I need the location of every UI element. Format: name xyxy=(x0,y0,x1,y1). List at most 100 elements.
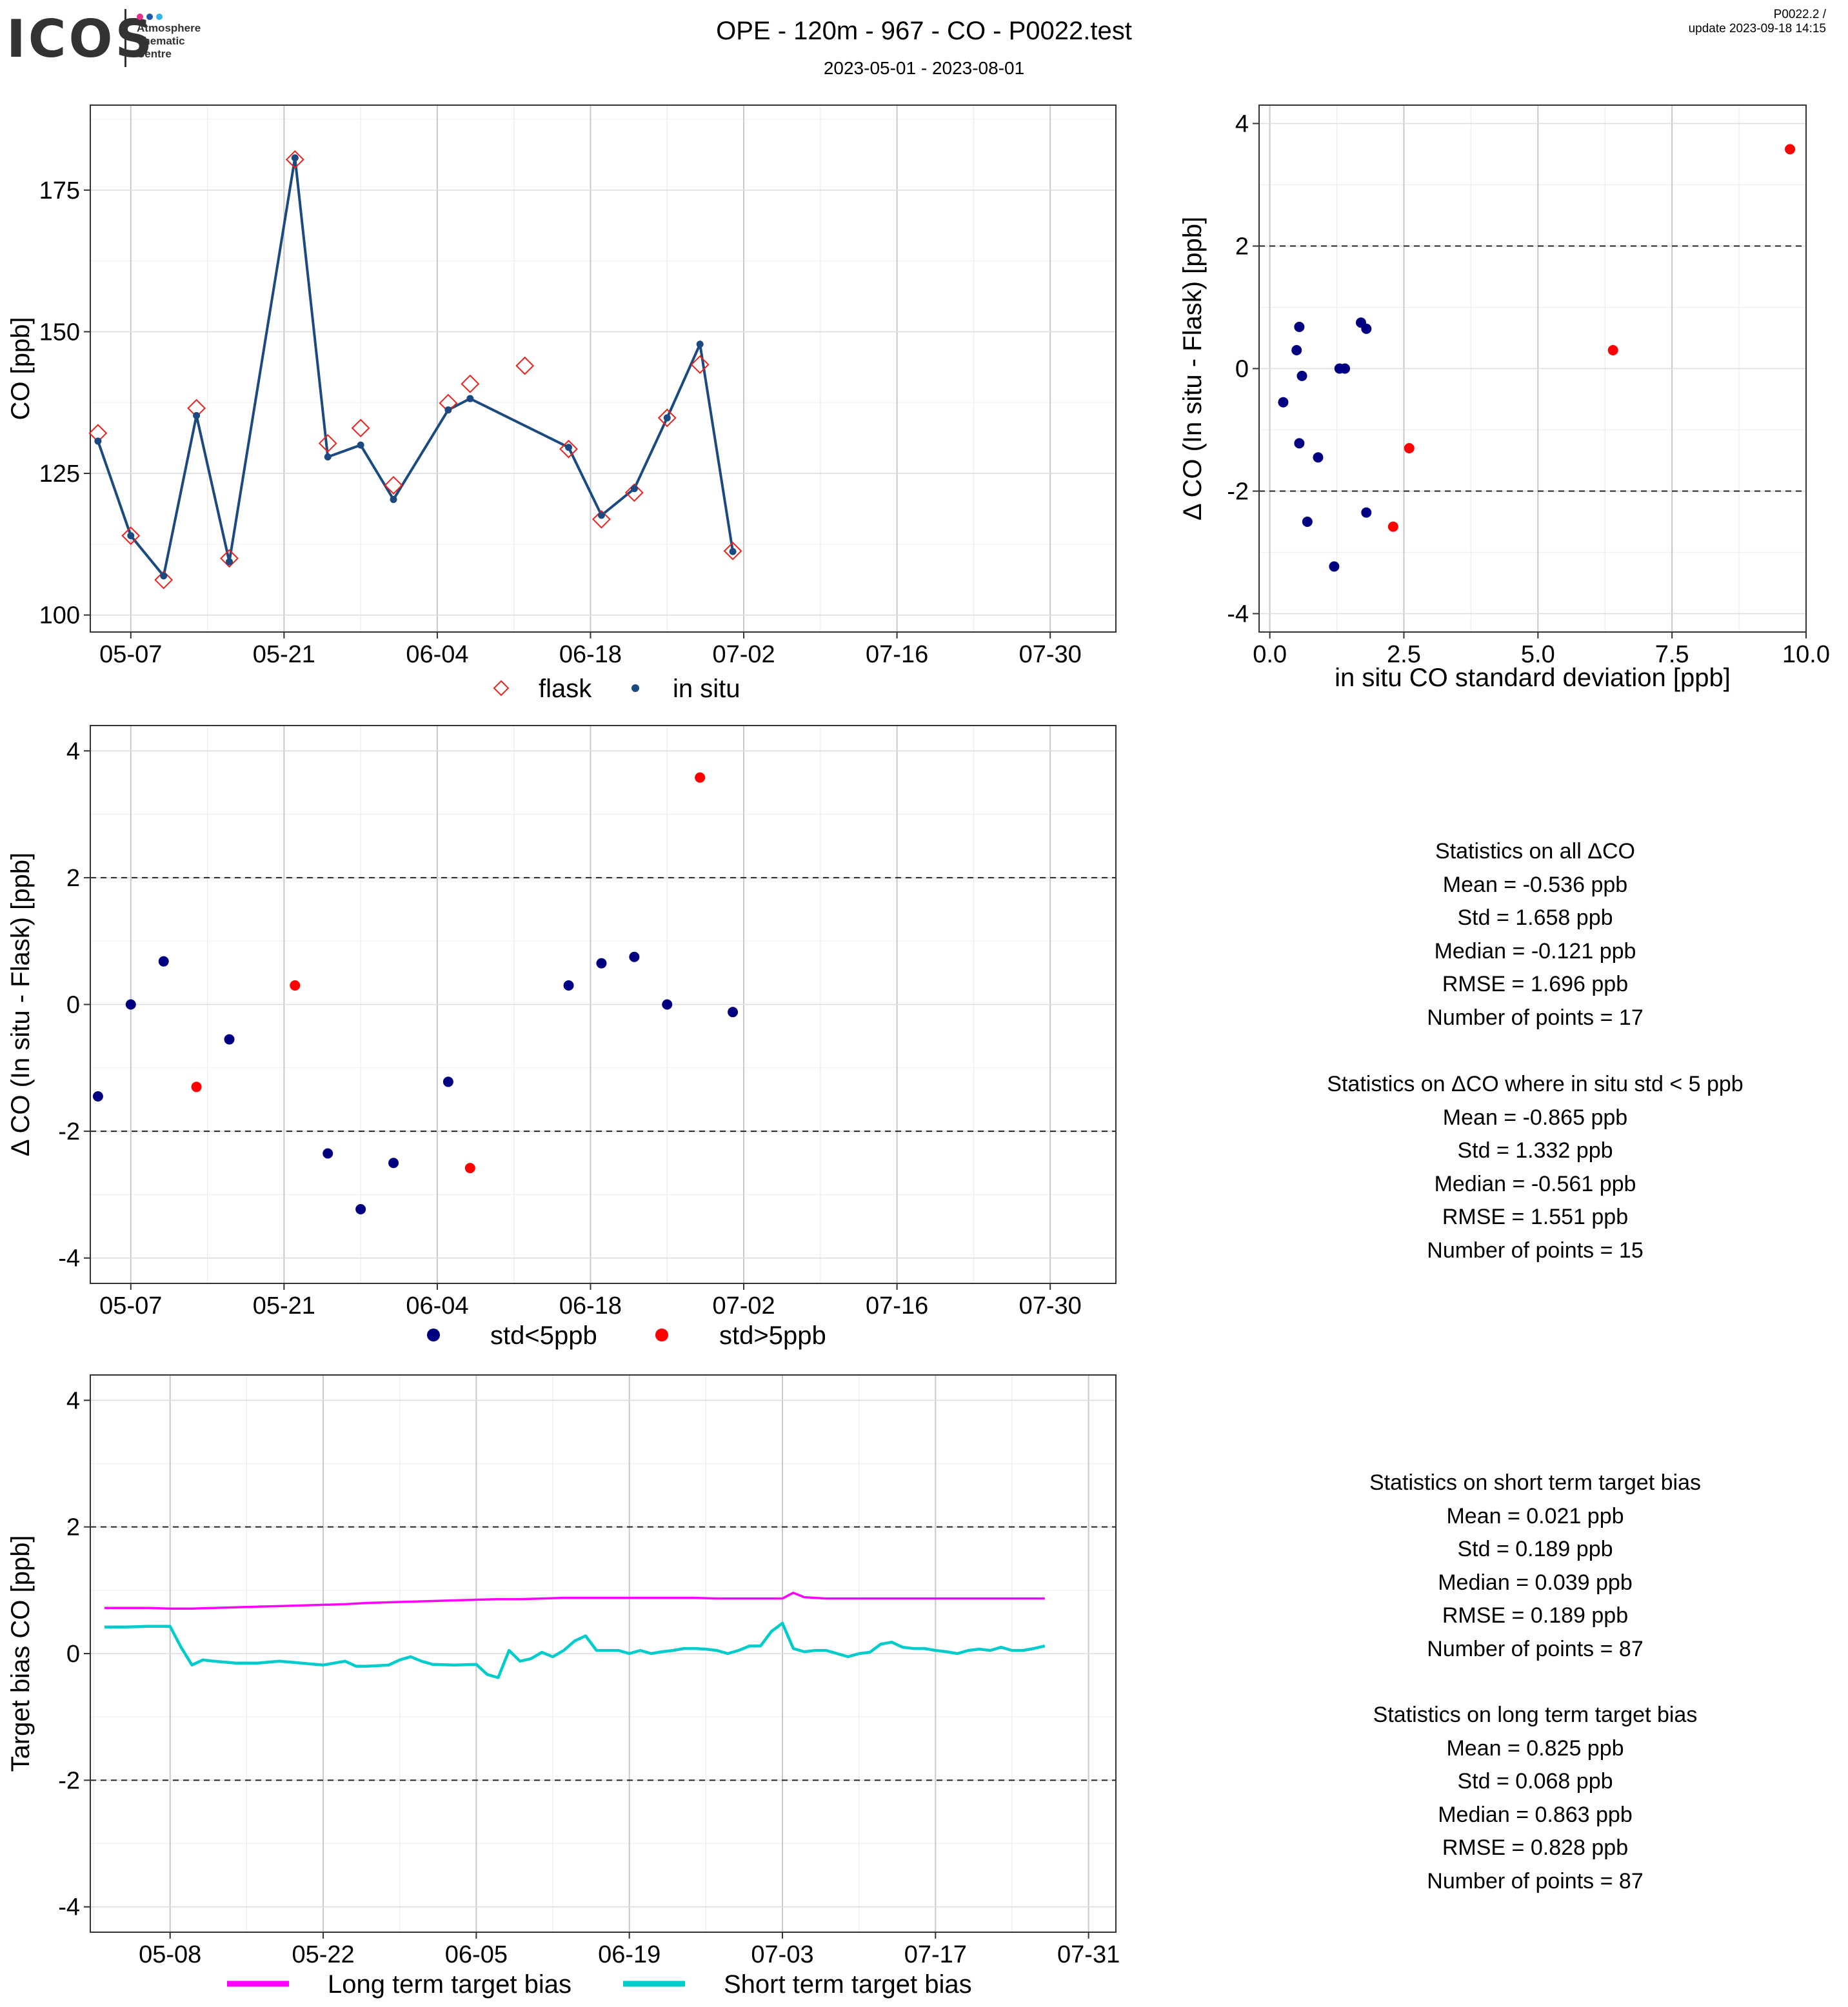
flask-point xyxy=(657,408,677,428)
high-std-point xyxy=(290,980,301,991)
flask-point xyxy=(220,549,239,568)
in-situ-point xyxy=(390,495,397,503)
y-tick-label: -2 xyxy=(1227,479,1249,506)
stats-line: Mean = 0.825 ppb xyxy=(1446,1735,1624,1761)
x-tick-label: 07-03 xyxy=(751,1941,813,1968)
flask-point xyxy=(351,419,370,438)
in-situ-point xyxy=(444,406,452,414)
x-tick-label: 7.5 xyxy=(1655,641,1689,668)
flask-point xyxy=(318,434,337,453)
y-tick-label: 4 xyxy=(66,1387,80,1414)
x-tick-label: 05-07 xyxy=(99,641,162,668)
logo-dot-blue xyxy=(146,14,153,20)
legend-low-std-marker xyxy=(427,1329,440,1341)
logo-separator xyxy=(124,9,126,67)
low-std-point xyxy=(563,980,574,991)
stats-line: Median = 0.863 ppb xyxy=(1438,1802,1633,1827)
flask-point xyxy=(154,570,174,589)
x-tick-label: 07-30 xyxy=(1019,1292,1082,1320)
y-tick-label: 2 xyxy=(66,865,80,892)
stats-line: Number of points = 17 xyxy=(1427,1005,1644,1030)
in-situ-point xyxy=(193,411,201,419)
legend-short-term-label: Short term target bias xyxy=(724,1970,972,1999)
in-situ-point xyxy=(291,154,299,162)
stats-title: Statistics on long term target bias xyxy=(1373,1703,1698,1727)
stats-line: Mean = -0.865 ppb xyxy=(1442,1105,1628,1130)
legend-high-std-label: std>5ppb xyxy=(719,1321,826,1350)
stats-line: Median = 0.039 ppb xyxy=(1438,1570,1633,1595)
y-tick-label: 0 xyxy=(1235,356,1249,383)
stats-line: Median = -0.561 ppb xyxy=(1434,1171,1636,1196)
legend-long-term-label: Long term target bias xyxy=(328,1970,571,1999)
low-std-point xyxy=(1294,438,1305,449)
low-std-point xyxy=(596,958,607,969)
co-plot-frame xyxy=(90,104,1117,633)
high-std-point xyxy=(1387,521,1398,532)
high-std-point xyxy=(1404,443,1415,453)
x-tick-label: 05-22 xyxy=(292,1941,354,1968)
stats-filtered-delta: Statistics on ΔCO where in situ std < 5 … xyxy=(1271,1068,1800,1267)
high-std-point xyxy=(464,1163,475,1174)
stats-line: Mean = 0.021 ppb xyxy=(1446,1503,1624,1528)
in-situ-point xyxy=(324,453,332,461)
y-tick-label: 2 xyxy=(66,1514,80,1541)
flask-point xyxy=(624,483,644,502)
flask-point xyxy=(690,355,710,374)
legend-high-std-marker xyxy=(655,1329,668,1341)
y-axis-label: Δ CO (In situ - Flask) [ppb] xyxy=(1178,217,1207,520)
in-situ-point xyxy=(696,341,704,348)
low-std-point xyxy=(1329,561,1340,572)
high-std-point xyxy=(1785,144,1796,155)
x-tick-label: 06-18 xyxy=(559,1292,622,1320)
low-std-point xyxy=(1361,507,1372,518)
stats-long-term: Statistics on long term target bias Mean… xyxy=(1271,1699,1800,1898)
y-tick-label: 4 xyxy=(66,738,80,765)
y-tick-label: -4 xyxy=(58,1894,80,1921)
flask-point xyxy=(285,150,304,169)
y-tick-label: -2 xyxy=(58,1767,80,1794)
in-situ-point xyxy=(729,548,737,555)
logo-subtitle: Atmosphere Thematic Centre xyxy=(137,22,201,61)
low-std-point xyxy=(662,999,673,1010)
icos-logo: ICOS xyxy=(6,9,155,69)
high-std-point xyxy=(191,1082,202,1092)
legend-in-situ-label: in situ xyxy=(673,675,740,703)
y-tick-label: -4 xyxy=(1227,601,1249,628)
in-situ-point xyxy=(127,532,135,540)
in-situ-point xyxy=(226,558,233,566)
x-tick-label: 06-04 xyxy=(406,641,468,668)
stats-line: RMSE = 0.189 ppb xyxy=(1442,1603,1629,1628)
y-tick-label: 0 xyxy=(66,1641,80,1668)
flask-point xyxy=(592,509,611,529)
low-std-point xyxy=(1297,370,1307,381)
x-tick-label: 05-21 xyxy=(253,1292,315,1320)
short-term-bias-line xyxy=(104,1621,1046,1679)
in-situ-line xyxy=(97,157,735,579)
stats-title: Statistics on ΔCO where in situ std < 5 … xyxy=(1327,1072,1744,1096)
x-tick-label: 06-19 xyxy=(598,1941,661,1968)
stats-line: Std = 0.068 ppb xyxy=(1457,1769,1613,1794)
legend-in-situ-marker xyxy=(631,684,639,692)
low-std-point xyxy=(323,1148,333,1159)
flask-point xyxy=(461,374,480,393)
low-std-point xyxy=(1291,345,1302,355)
logo-dot-pink xyxy=(137,14,143,20)
low-std-point xyxy=(388,1158,399,1169)
y-tick-label: -4 xyxy=(58,1245,80,1272)
stats-line: Number of points = 87 xyxy=(1427,1868,1644,1893)
low-std-point xyxy=(125,999,136,1010)
in-situ-point xyxy=(160,572,168,580)
version-info: P0022.2 / update 2023-09-18 14:15 xyxy=(1689,8,1826,36)
in-situ-point xyxy=(565,444,573,451)
stats-line: Std = 1.332 ppb xyxy=(1457,1138,1613,1163)
in-situ-point xyxy=(94,437,102,445)
y-tick-label: 125 xyxy=(39,460,80,488)
y-tick-label: 4 xyxy=(1235,111,1249,138)
x-tick-label: 07-30 xyxy=(1019,641,1082,668)
low-std-point xyxy=(442,1076,453,1087)
y-tick-label: 100 xyxy=(39,602,80,629)
stats-all-delta: Statistics on all ΔCO Mean = -0.536 ppb … xyxy=(1271,835,1800,1034)
in-situ-point xyxy=(630,485,638,493)
stats-line: Mean = -0.536 ppb xyxy=(1442,872,1628,897)
